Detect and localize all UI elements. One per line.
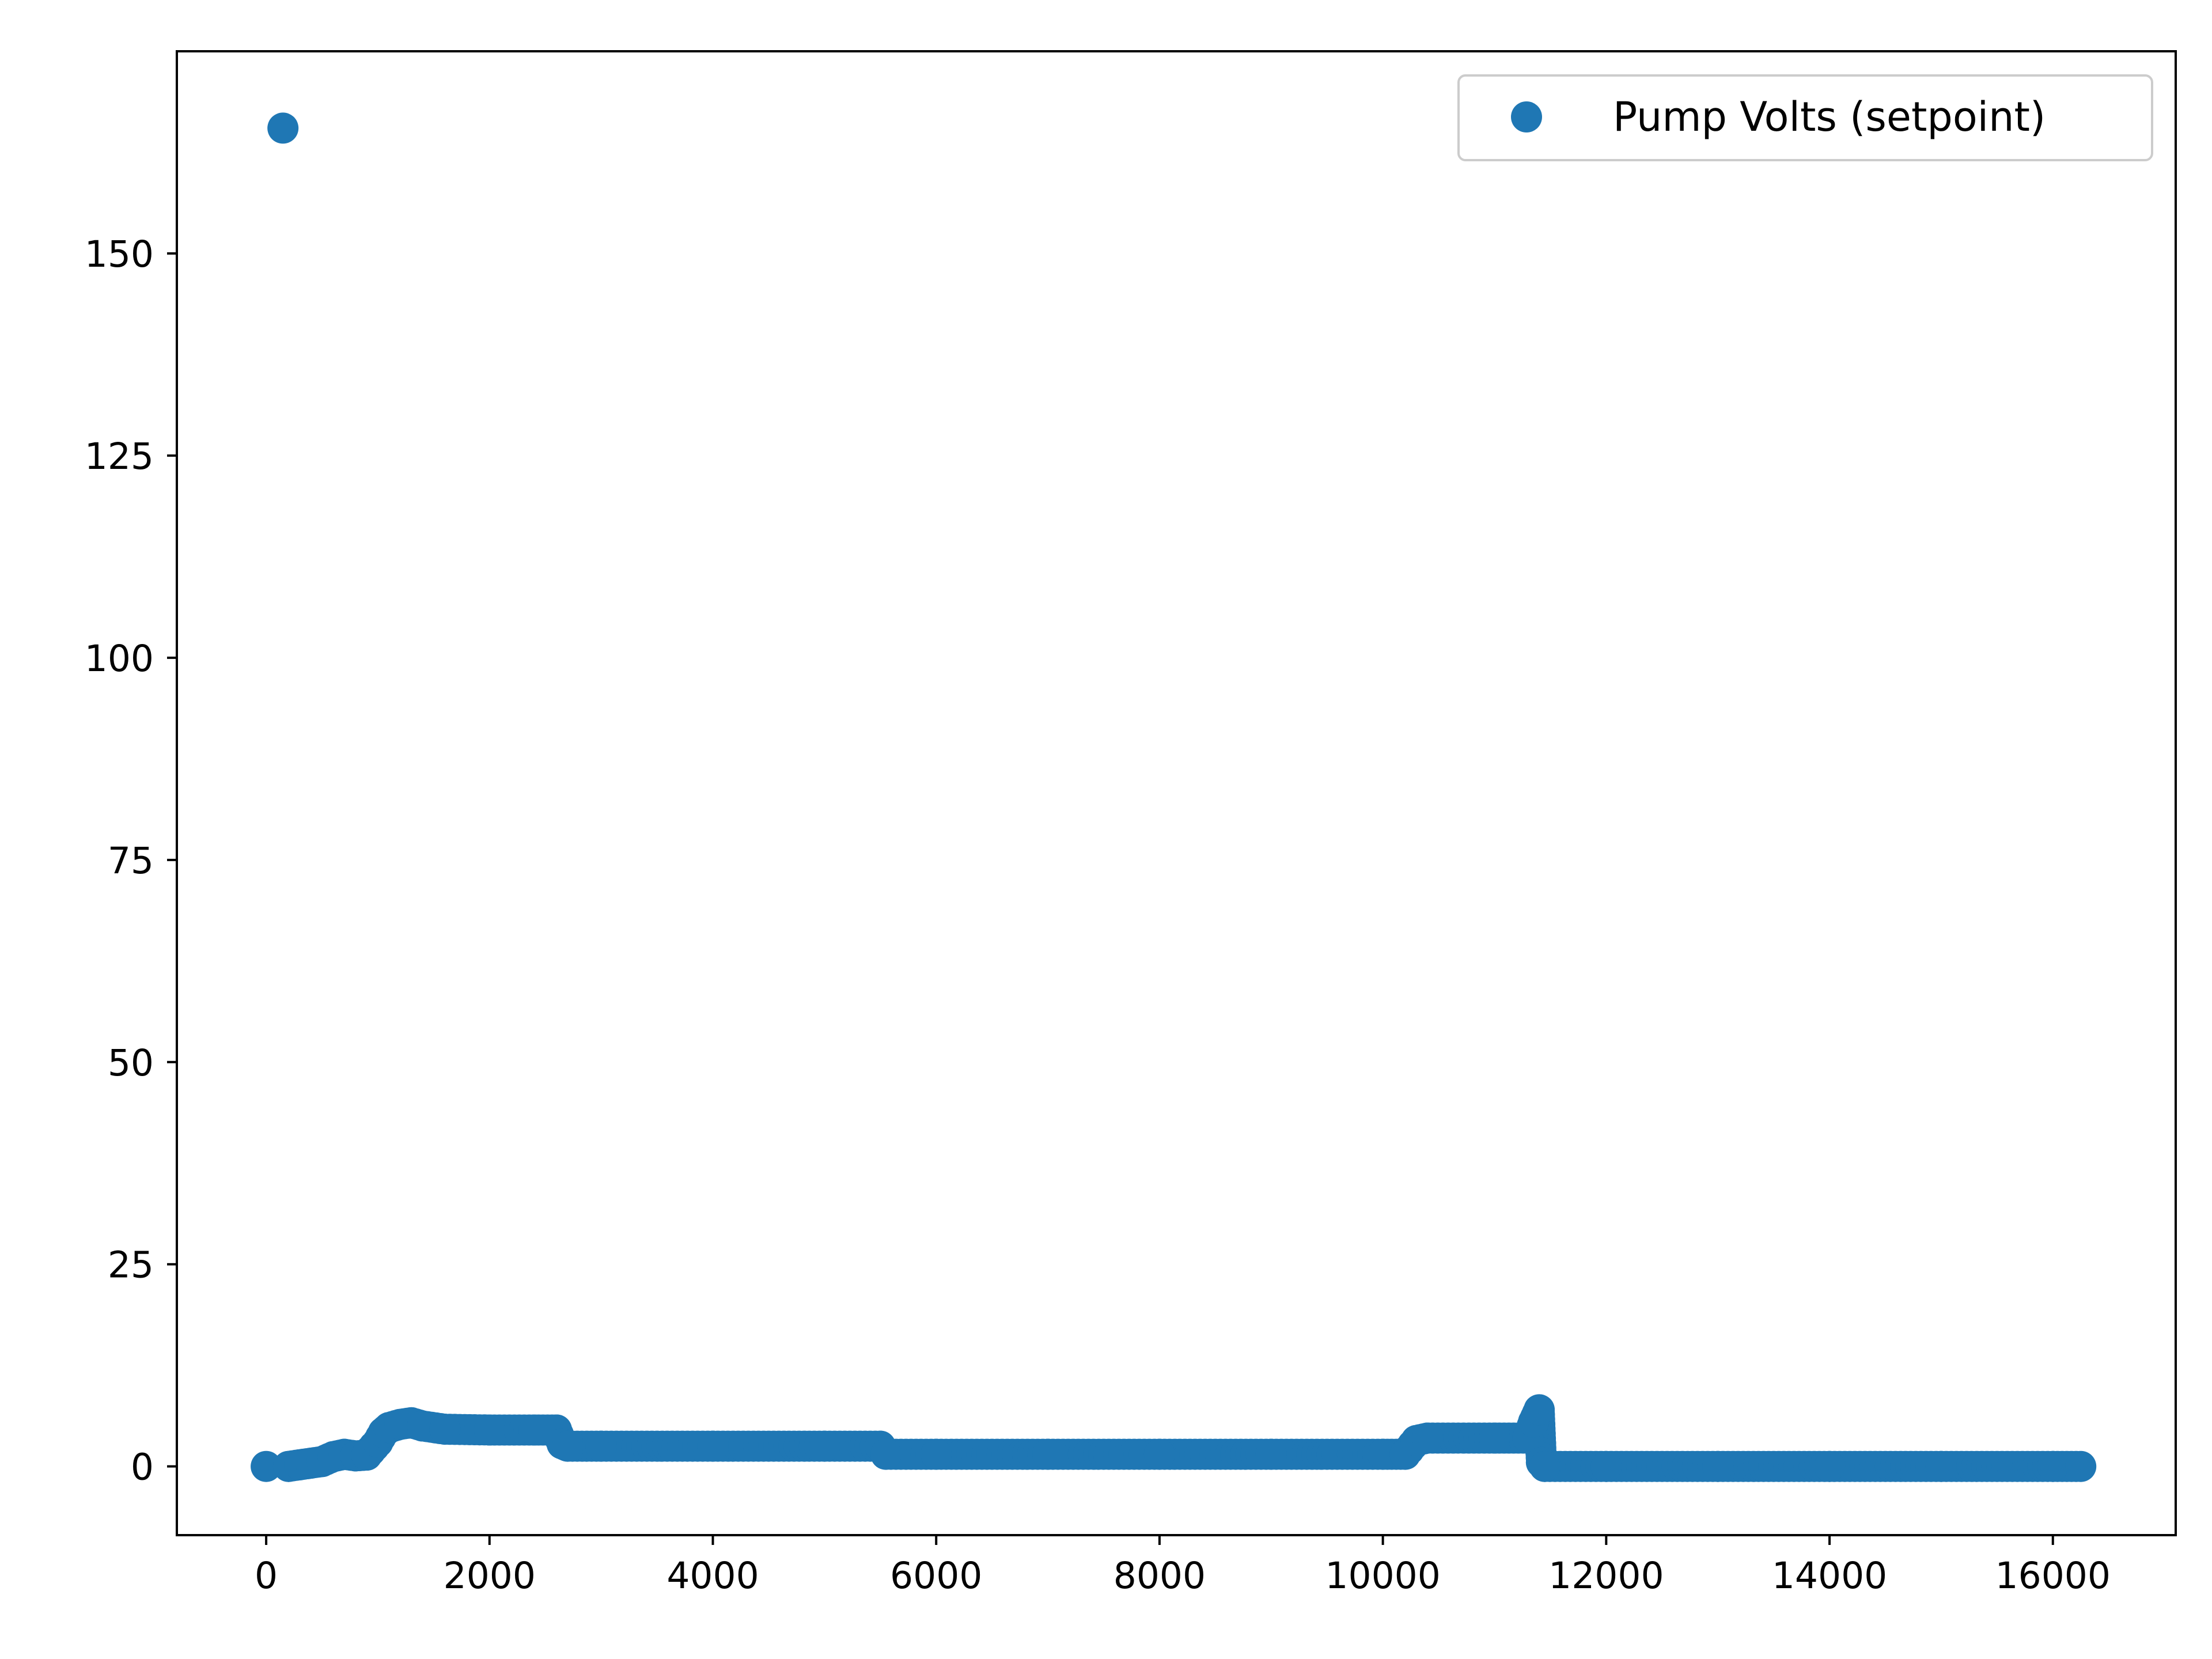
x-tick-label: 6000 (890, 1555, 982, 1597)
data-point (1143, 1438, 1175, 1470)
data-point (921, 1438, 952, 1470)
y-tick-label: 75 (108, 840, 154, 882)
data-point (809, 1430, 840, 1462)
data-point (2037, 1450, 2069, 1482)
x-tick-label: 10000 (1325, 1555, 1440, 1597)
y-tick-label: 150 (85, 233, 154, 275)
x-axis: 0 2000 4000 6000 8000 10000 12000 14000 16000 (255, 1535, 2111, 1597)
data-point (870, 1438, 902, 1470)
data-point (1032, 1438, 1064, 1470)
legend: Pump Volts (setpoint) (1457, 74, 2153, 161)
data-point (251, 1450, 282, 1482)
data-point (2065, 1450, 2097, 1482)
legend-label: Pump Volts (setpoint) (1613, 93, 2046, 141)
x-tick-label: 12000 (1548, 1555, 1664, 1597)
y-tick-label: 125 (85, 435, 154, 478)
x-tick-label: 8000 (1113, 1555, 1206, 1597)
data-point (1255, 1438, 1287, 1470)
x-tick-label: 14000 (1772, 1555, 1887, 1597)
legend-box (1457, 74, 2153, 161)
data-point (1702, 1450, 1734, 1482)
y-axis: 0 25 50 75 100 125 150 (85, 233, 177, 1488)
data-point (552, 1430, 584, 1462)
data-layer (251, 112, 2097, 1482)
data-point (1524, 1394, 1555, 1426)
data-point (1412, 1422, 1444, 1454)
plot-frame (176, 50, 2177, 1536)
data-point (429, 1414, 461, 1445)
data-point (1814, 1450, 1846, 1482)
x-tick-label: 4000 (666, 1555, 759, 1597)
data-point (1529, 1450, 1560, 1482)
data-point (1925, 1450, 1957, 1482)
data-point (518, 1414, 550, 1446)
data-point (474, 1414, 505, 1446)
y-tick-label: 100 (85, 638, 154, 680)
data-point (1367, 1438, 1399, 1470)
x-tick-label: 16000 (1995, 1555, 2111, 1597)
y-tick-label: 50 (108, 1042, 154, 1084)
data-point (697, 1430, 729, 1462)
data-point (1590, 1450, 1622, 1482)
legend-marker (1511, 101, 1542, 132)
data-point (1479, 1422, 1510, 1454)
y-tick-label: 25 (108, 1244, 154, 1286)
x-tick-label: 0 (255, 1555, 278, 1597)
x-tick-label: 2000 (444, 1555, 536, 1597)
data-point (267, 112, 299, 144)
y-tick-label: 0 (131, 1446, 154, 1488)
data-point (585, 1430, 617, 1462)
